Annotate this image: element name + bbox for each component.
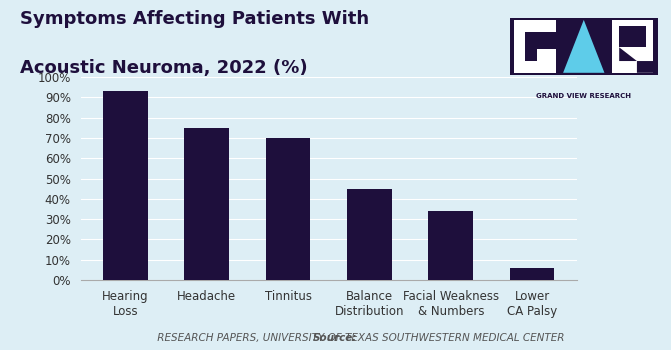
Bar bbox=[525, 32, 556, 61]
Text: RESEARCH PAPERS, UNIVERSITY OF TEXAS SOUTHWESTERN MEDICAL CENTER: RESEARCH PAPERS, UNIVERSITY OF TEXAS SOU… bbox=[154, 333, 564, 343]
Text: Source:: Source: bbox=[313, 333, 358, 343]
Bar bbox=[347, 189, 392, 280]
Bar bbox=[103, 91, 148, 280]
Bar bbox=[428, 211, 473, 280]
Bar bbox=[612, 20, 653, 73]
Text: Symptoms Affecting Patients With: Symptoms Affecting Patients With bbox=[20, 10, 369, 28]
Bar bbox=[515, 20, 556, 73]
Bar bbox=[266, 138, 311, 280]
Bar bbox=[510, 268, 554, 280]
Polygon shape bbox=[619, 47, 653, 73]
Bar bbox=[619, 26, 646, 47]
Text: Acoustic Neuroma, 2022 (%): Acoustic Neuroma, 2022 (%) bbox=[20, 60, 308, 77]
Bar bbox=[510, 18, 658, 75]
Bar bbox=[537, 49, 556, 61]
Text: GRAND VIEW RESEARCH: GRAND VIEW RESEARCH bbox=[536, 93, 631, 99]
Bar bbox=[185, 128, 229, 280]
Polygon shape bbox=[563, 20, 605, 73]
